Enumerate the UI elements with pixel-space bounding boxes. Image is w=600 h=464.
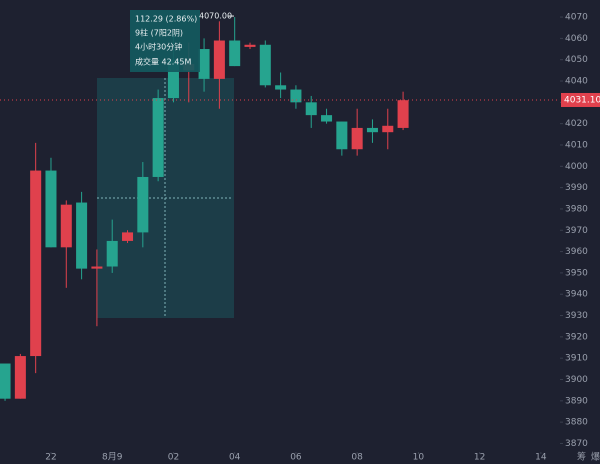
y-tick-label: 3970: [565, 226, 588, 236]
y-tick-label: 3910: [565, 354, 588, 364]
y-tick-label: 3900: [565, 375, 588, 385]
tooltip-bars: 9柱 (7阳2阴): [135, 28, 183, 38]
candle-body: [305, 102, 317, 116]
x-tick-label: 06: [290, 453, 302, 463]
candle-body: [167, 59, 179, 99]
candle-body: [30, 170, 42, 357]
y-tick-label: 4060: [565, 34, 588, 44]
candle-body: [0, 363, 11, 399]
y-tick-label: 4070: [565, 13, 588, 23]
y-tick-label: 4040: [565, 77, 588, 87]
toolbar-button[interactable]: 爆: [591, 451, 600, 463]
candle-body: [336, 121, 348, 150]
candle-body: [122, 232, 134, 241]
y-tick-label: 4010: [565, 140, 588, 150]
candle-body: [91, 266, 103, 269]
x-tick-label: 08: [351, 453, 363, 463]
high-marker-label: 4070.00: [199, 12, 232, 21]
last-price-box: [561, 92, 600, 107]
y-tick-label: 3890: [565, 396, 588, 406]
y-tick-label: 3930: [565, 311, 588, 321]
candle-body: [106, 240, 118, 267]
y-tick-label: 3880: [565, 418, 588, 428]
candle-body: [351, 127, 363, 150]
x-tick-label: 04: [229, 453, 241, 463]
y-tick-label: 4020: [565, 119, 588, 129]
candle-body: [397, 100, 409, 128]
toolbar-button[interactable]: 筹: [577, 451, 586, 463]
tooltip-box: [130, 10, 200, 72]
candle-body: [382, 125, 394, 133]
candle-body: [76, 202, 88, 269]
y-tick-label: 4000: [565, 162, 588, 172]
candle-body: [366, 127, 378, 133]
x-tick-label: 8月9: [102, 452, 123, 463]
x-tick-label: 02: [168, 453, 179, 463]
candle-body: [45, 170, 57, 248]
candle-body: [198, 49, 210, 79]
y-tick-label: 3960: [565, 247, 588, 257]
candle-body: [229, 40, 241, 67]
candle-body: [152, 98, 164, 177]
y-tick-label: 3870: [565, 439, 588, 449]
candle-body: [60, 204, 72, 248]
tooltip-volume: 成交量 42.45M: [135, 57, 191, 67]
x-tick-label: 14: [535, 453, 547, 463]
y-tick-label: 3980: [565, 204, 588, 214]
candle-body: [321, 115, 333, 122]
y-tick-label: 3950: [565, 268, 588, 278]
tooltip-change: 112.29 (2.86%): [135, 15, 197, 24]
tooltip-duration: 4小时30分钟: [135, 42, 182, 52]
y-tick-label: 3990: [565, 183, 588, 193]
candle-body: [290, 89, 302, 103]
candle-body: [259, 44, 271, 86]
x-tick-label: 22: [45, 453, 56, 463]
measure-tooltip: 112.29 (2.86%) 9柱 (7阳2阴) 4小时30分钟 成交量 42.…: [130, 10, 200, 72]
candle-body: [14, 356, 26, 399]
x-tick-label: 12: [474, 453, 485, 463]
candle-body: [244, 44, 256, 47]
candle-body: [213, 40, 225, 79]
y-tick-label: 3940: [565, 290, 588, 300]
y-tick-label: 3920: [565, 332, 588, 342]
candle-body: [275, 85, 287, 90]
y-tick-label: 4050: [565, 55, 588, 65]
last-price-label: 4031.10: [564, 95, 600, 105]
x-tick-label: 10: [413, 453, 425, 463]
candle-body: [137, 176, 149, 233]
